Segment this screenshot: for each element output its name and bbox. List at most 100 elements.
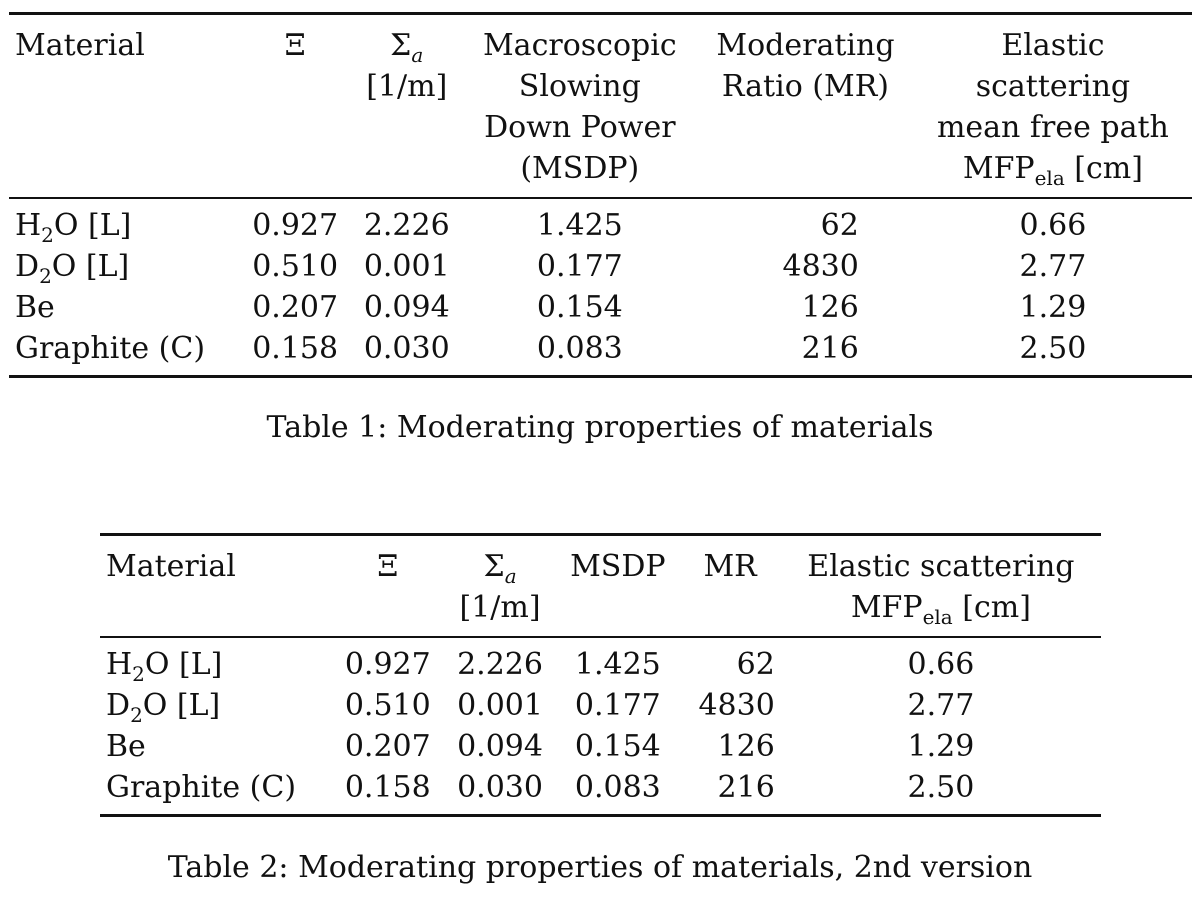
material-name: Be <box>15 290 55 325</box>
mfp-subscript: ela <box>1034 166 1065 190</box>
header-material: Material <box>100 535 332 638</box>
material-subscript: 2 <box>41 223 54 247</box>
table-row: Be 0.207 0.094 0.154 126 1.29 <box>100 726 1101 767</box>
cell-xi: 0.158 <box>252 331 339 366</box>
cell-mr: 126 <box>717 729 775 764</box>
table-row: D2O [L] 0.510 0.001 0.177 4830 2.77 <box>9 246 1192 287</box>
header-material: Material <box>9 14 239 199</box>
header-mfp-line: Elastic <box>1001 28 1105 63</box>
material-name: H <box>106 647 133 682</box>
sigma-subscript: a <box>411 43 424 67</box>
material-subscript: 2 <box>130 703 143 727</box>
material-name: Be <box>106 729 146 764</box>
material-name-rest: O [L] <box>144 647 223 682</box>
sigma-subscript: a <box>504 564 517 588</box>
cell-xi: 0.510 <box>252 249 339 284</box>
header-sigma-unit: [1/m] <box>459 590 541 625</box>
header-mfp-line: Elastic scattering <box>807 549 1075 584</box>
cell-sigma: 0.001 <box>363 249 450 284</box>
table-row: D2O [L] 0.510 0.001 0.177 4830 2.77 <box>100 685 1101 726</box>
cell-msdp: 0.154 <box>536 290 623 325</box>
cell-xi: 0.927 <box>252 208 339 243</box>
cell-mr: 216 <box>801 331 859 366</box>
cell-mfp: 1.29 <box>907 729 975 764</box>
header-xi: Ξ <box>332 535 444 638</box>
header-msdp-line: Down Power <box>484 110 676 145</box>
cell-msdp: 0.177 <box>536 249 623 284</box>
table-row: Graphite (C) 0.158 0.030 0.083 216 2.50 <box>9 328 1192 377</box>
material-name: D <box>106 688 131 723</box>
header-mfp-unit-line: MFPela [cm] <box>787 587 1095 628</box>
header-mr: MR <box>679 535 780 638</box>
table-1-caption: Table 1: Moderating properties of materi… <box>266 410 934 445</box>
table-2-caption: Table 2: Moderating properties of materi… <box>167 850 1033 885</box>
cell-material: Be <box>9 287 239 328</box>
cell-msdp: 0.083 <box>574 770 661 805</box>
cell-mr: 126 <box>801 290 859 325</box>
table-2-header-row: Material Ξ Σa [1/m] MSDP MR Elastic scat… <box>100 534 1101 638</box>
mfp-unit: [cm] <box>1074 151 1143 186</box>
header-sigma-symbol: Σa <box>357 25 457 66</box>
header-msdp-label: MSDP <box>570 549 666 584</box>
cell-msdp: 0.154 <box>574 729 661 764</box>
table-row: H2O [L] 0.927 2.226 1.425 62 0.66 <box>100 637 1101 685</box>
material-name-rest: O [L] <box>51 249 130 284</box>
header-xi-label: Ξ <box>284 28 306 63</box>
table-2: Material Ξ Σa [1/m] MSDP MR Elastic scat… <box>100 533 1101 817</box>
cell-material: H2O [L] <box>100 637 332 685</box>
cell-mr: 62 <box>736 647 775 682</box>
cell-xi: 0.158 <box>344 770 431 805</box>
cell-mfp: 0.66 <box>907 647 975 682</box>
cell-mfp: 1.29 <box>1019 290 1087 325</box>
material-name: Graphite (C) <box>106 770 297 805</box>
table-row: H2O [L] 0.927 2.226 1.425 62 0.66 <box>9 198 1192 246</box>
header-sigma-unit: [1/m] <box>366 69 448 104</box>
cell-xi: 0.510 <box>344 688 431 723</box>
table-1: Material Ξ Σa [1/m] Macroscopic Slowing … <box>9 12 1192 378</box>
mfp-symbol: MFP <box>850 590 923 625</box>
cell-xi: 0.207 <box>344 729 431 764</box>
cell-xi: 0.927 <box>344 647 431 682</box>
header-mr-line: Ratio (MR) <box>721 69 890 104</box>
header-xi: Ξ <box>239 14 351 199</box>
header-mfp: Elastic scattering mean free path MFPela… <box>914 14 1192 199</box>
sigma-symbol: Σ <box>390 28 412 63</box>
cell-msdp: 0.083 <box>536 331 623 366</box>
cell-mr: 4830 <box>698 688 775 723</box>
cell-mfp: 2.50 <box>1019 331 1087 366</box>
header-sigma: Σa [1/m] <box>351 14 463 199</box>
header-mr-label: MR <box>703 549 757 584</box>
cell-msdp: 1.425 <box>574 647 661 682</box>
header-material-label: Material <box>15 28 145 63</box>
header-material-label: Material <box>106 549 236 584</box>
header-msdp: Macroscopic Slowing Down Power (MSDP) <box>463 14 698 199</box>
header-xi-label: Ξ <box>377 549 399 584</box>
cell-material: Graphite (C) <box>100 767 332 816</box>
header-mr-line: Moderating <box>716 28 895 63</box>
header-mfp-unit-line: MFPela [cm] <box>920 148 1186 189</box>
header-msdp: MSDP <box>556 535 679 638</box>
sigma-symbol: Σ <box>483 549 505 584</box>
cell-mfp: 2.77 <box>1019 249 1087 284</box>
material-name-rest: O [L] <box>53 208 132 243</box>
cell-msdp: 0.177 <box>574 688 661 723</box>
cell-msdp: 1.425 <box>536 208 623 243</box>
table-1-header-row: Material Ξ Σa [1/m] Macroscopic Slowing … <box>9 13 1192 199</box>
mfp-symbol: MFP <box>962 151 1035 186</box>
cell-mfp: 2.77 <box>907 688 975 723</box>
header-msdp-line: Macroscopic <box>482 28 677 63</box>
cell-sigma: 0.094 <box>363 290 450 325</box>
mfp-subscript: ela <box>922 605 953 629</box>
cell-mfp: 0.66 <box>1019 208 1087 243</box>
table-row: Be 0.207 0.094 0.154 126 1.29 <box>9 287 1192 328</box>
cell-sigma: 0.030 <box>457 770 543 805</box>
cell-mr: 216 <box>717 770 775 805</box>
header-mfp-line: mean free path <box>936 110 1169 145</box>
header-mfp-line: scattering <box>975 69 1131 104</box>
header-mr: Moderating Ratio (MR) <box>697 14 914 199</box>
cell-sigma: 0.094 <box>457 729 543 764</box>
material-subscript: 2 <box>132 662 145 686</box>
cell-sigma: 0.030 <box>363 331 450 366</box>
header-sigma: Σa [1/m] <box>444 535 556 638</box>
cell-material: D2O [L] <box>100 685 332 726</box>
